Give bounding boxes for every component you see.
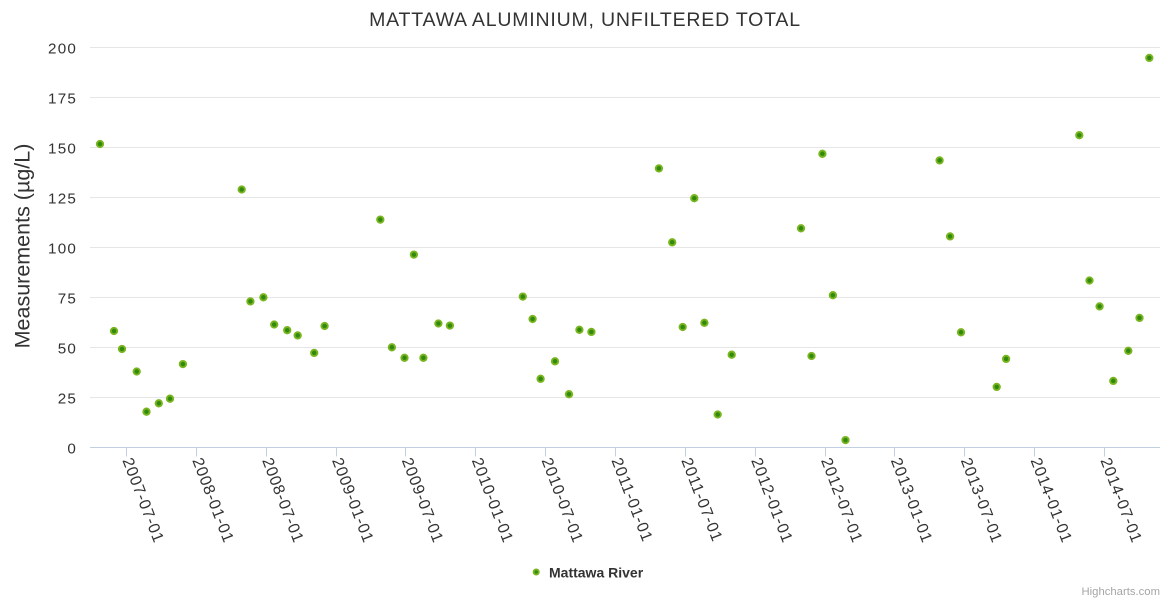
svg-text:150: 150	[48, 140, 77, 157]
svg-text:125: 125	[48, 190, 77, 207]
svg-text:175: 175	[48, 90, 77, 107]
svg-text:100: 100	[48, 240, 77, 257]
svg-text:0: 0	[67, 440, 77, 457]
svg-text:25: 25	[58, 390, 77, 407]
svg-text:Mattawa River: Mattawa River	[549, 565, 644, 581]
svg-text:200: 200	[48, 40, 77, 57]
svg-text:MATTAWA ALUMINIUM, UNFILTERED: MATTAWA ALUMINIUM, UNFILTERED TOTAL	[369, 9, 801, 31]
svg-text:Measurements (µg/L): Measurements (µg/L)	[11, 144, 35, 349]
svg-text:75: 75	[58, 290, 77, 307]
svg-text:Highcharts.com: Highcharts.com	[1082, 586, 1160, 598]
svg-text:50: 50	[58, 340, 77, 357]
